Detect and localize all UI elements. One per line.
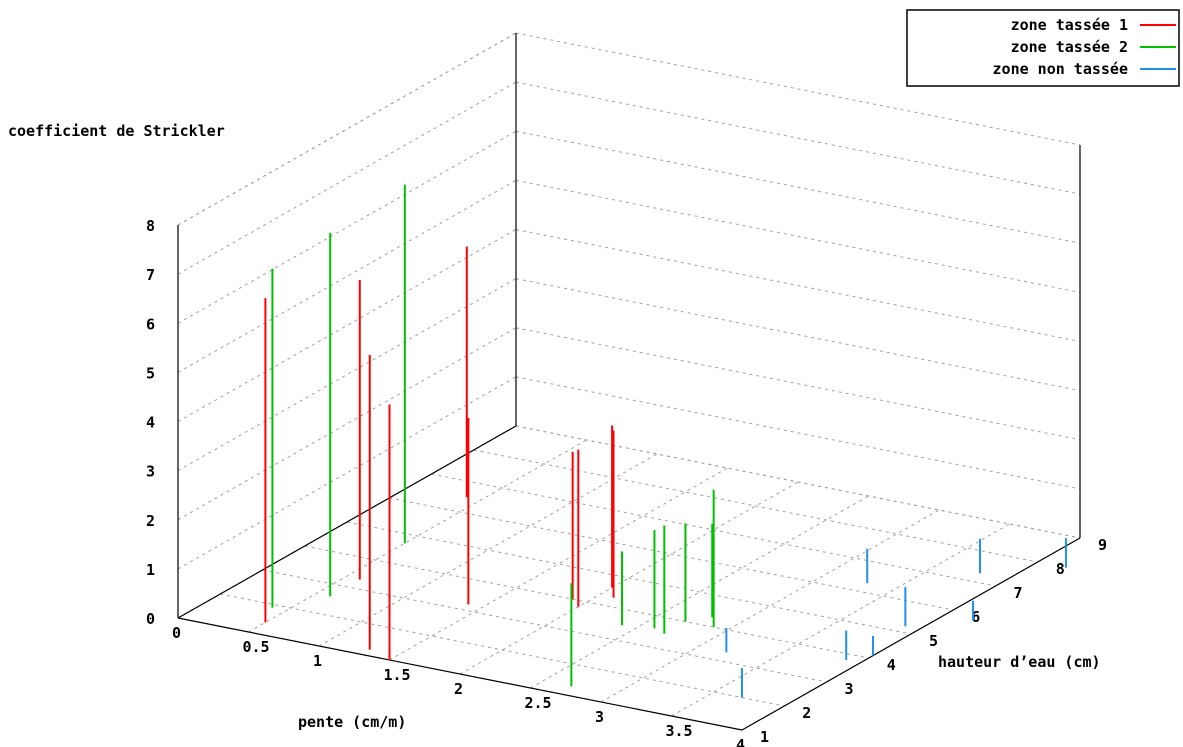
z-tick-label: 0	[146, 610, 155, 628]
y-tick-label: 1	[760, 728, 769, 746]
legend-box	[906, 9, 1180, 87]
grid-line	[515, 32, 1081, 146]
grid-line	[177, 327, 517, 521]
grid-line	[318, 453, 658, 647]
y-tick-label: 7	[1014, 584, 1023, 602]
grid-line	[515, 425, 1081, 539]
y-axis	[741, 537, 1081, 731]
grid-line	[177, 179, 517, 373]
grid-line	[515, 327, 1081, 441]
legend-label: zone tassée 2	[1011, 38, 1128, 56]
grid-line	[389, 467, 728, 661]
grid-line	[248, 439, 587, 633]
y-tick-label: 4	[887, 656, 896, 674]
z-tick-label: 5	[146, 364, 155, 382]
z-tick-label: 7	[146, 266, 155, 284]
axes	[177, 33, 1081, 731]
grid-line	[515, 130, 1081, 244]
grid-line	[515, 376, 1081, 490]
grid-line	[389, 497, 954, 611]
legend-label: zone non tassée	[993, 60, 1128, 78]
y-axis-label: hauteur d’eau (cm)	[938, 653, 1101, 671]
x-tick-label: 1.5	[384, 666, 411, 684]
grid-line	[177, 376, 517, 570]
x-tick-label: 3.5	[666, 722, 693, 740]
y-tick-label: 8	[1056, 560, 1065, 578]
grid-line	[220, 593, 785, 707]
grid-line	[262, 569, 827, 683]
x-axis	[177, 617, 743, 731]
grid-line	[473, 449, 1038, 563]
x-tick-label: 3	[595, 708, 604, 726]
data-marks	[264, 184, 1067, 698]
floor-edge	[177, 425, 517, 619]
grid	[177, 32, 1081, 731]
y-tick-label: 6	[971, 608, 980, 626]
x-tick-label: 2.5	[525, 694, 552, 712]
grid-line	[515, 278, 1081, 392]
grid-line	[515, 179, 1081, 293]
grid-line	[515, 81, 1081, 195]
z-tick-label: 1	[146, 561, 155, 579]
legend-label: zone tassée 1	[1011, 16, 1128, 34]
z-tick-label: 8	[146, 217, 155, 235]
z-tick-label: 4	[146, 414, 155, 432]
grid-line	[177, 130, 517, 324]
x-tick-label: 2	[454, 680, 463, 698]
grid-line	[346, 521, 912, 635]
grid-line	[600, 509, 940, 703]
grid-line	[530, 495, 869, 689]
grid-line	[459, 481, 799, 675]
grid-line	[177, 278, 517, 472]
z-tick-label: 3	[146, 463, 155, 481]
y-tick-label: 2	[802, 704, 811, 722]
y-tick-label: 5	[929, 632, 938, 650]
grid-line	[515, 229, 1081, 342]
x-axis-label: pente (cm/m)	[298, 713, 406, 731]
y-tick-label: 9	[1098, 536, 1107, 554]
z-axis-label: coefficient de Strickler	[8, 122, 225, 140]
tick-labels: 0 0.5 1 1.5 2 2.5 3 3.5 4 1 2 3 4 5 6 7 8 9 0 1 2 3 4 5 6 7 8	[146, 217, 1107, 747]
grid-line	[177, 81, 517, 275]
x-tick-label: 1	[313, 652, 322, 670]
legend: zone tassée 1 zone tassée 2 zone non tassé…	[906, 9, 1180, 87]
grid-line	[671, 523, 1010, 717]
grid-line	[177, 32, 517, 226]
y-tick-label: 3	[845, 680, 854, 698]
x-tick-label: 0.5	[243, 638, 270, 656]
x-tick-label: 0	[172, 624, 181, 642]
grid-line	[304, 545, 869, 659]
z-tick-label: 6	[146, 315, 155, 333]
grid-line	[177, 229, 517, 422]
x-tick-label: 4	[736, 736, 745, 747]
z-tick-label: 2	[146, 512, 155, 530]
